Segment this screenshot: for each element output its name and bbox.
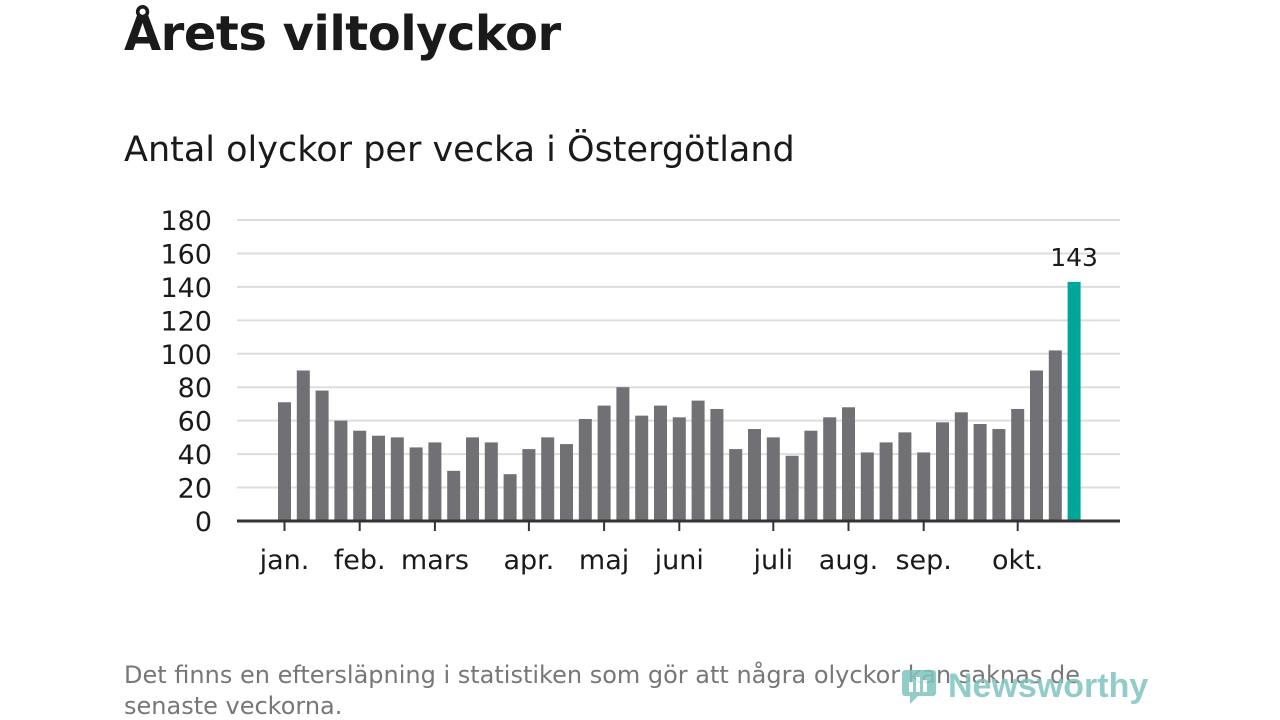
page-title: Årets viltolyckor [124, 6, 561, 62]
bar [729, 449, 743, 521]
bar [541, 437, 555, 521]
bar [860, 452, 874, 521]
bar [484, 442, 498, 521]
bar [353, 430, 367, 521]
y-tick-label: 120 [160, 306, 212, 337]
data-label: 143 [1050, 243, 1098, 272]
x-tick-label: juli [752, 545, 793, 576]
bar [823, 417, 837, 521]
y-tick-label: 40 [178, 440, 212, 471]
bar-highlight [1067, 281, 1081, 521]
x-tick-label: jan. [259, 545, 310, 576]
x-tick-label: aug. [819, 545, 878, 576]
y-tick-label: 100 [160, 340, 212, 371]
bar [616, 387, 630, 521]
bar [917, 452, 931, 521]
bar [578, 418, 592, 521]
bar [973, 424, 987, 521]
x-tick-label: feb. [334, 545, 386, 576]
y-tick-label: 0 [195, 507, 212, 538]
bar [1030, 370, 1043, 521]
bar [466, 437, 479, 521]
bar [278, 402, 291, 521]
y-tick-label: 60 [178, 407, 212, 438]
y-tick-label: 160 [160, 239, 212, 270]
x-tick-label: mars [401, 545, 469, 576]
bar [748, 429, 761, 521]
bar [372, 435, 385, 521]
x-tick-label: okt. [992, 545, 1043, 576]
newsworthy-logo-text: Newsworthy [948, 666, 1149, 705]
bar [992, 429, 1006, 521]
x-tick-label: maj [579, 545, 629, 576]
bar [898, 432, 912, 521]
bar [691, 400, 705, 521]
bar [390, 437, 404, 521]
newsworthy-logo-icon [902, 670, 936, 704]
bar [503, 474, 517, 521]
bar [710, 408, 724, 521]
bar [936, 422, 949, 521]
bar [447, 470, 461, 521]
x-tick-label: apr. [503, 545, 554, 576]
bar [315, 390, 329, 521]
newsworthy-logo: Newsworthy [900, 666, 1148, 706]
bar [635, 415, 649, 521]
x-tick-label: sep. [895, 545, 951, 576]
bar [296, 370, 310, 521]
bar [672, 417, 686, 521]
bar [597, 405, 611, 521]
chart-subtitle: Antal olyckor per vecka i Östergötland [124, 130, 795, 170]
y-tick-label: 20 [178, 474, 212, 505]
bar [409, 447, 423, 521]
y-tick-label: 80 [178, 373, 212, 404]
bar [804, 430, 818, 521]
bar [842, 407, 855, 521]
bar [428, 442, 442, 521]
bar [1011, 408, 1025, 521]
bar [522, 449, 536, 521]
bar [766, 437, 780, 521]
bar [954, 412, 968, 521]
x-tick-label: juni [654, 545, 704, 576]
bar [879, 442, 893, 521]
bar [560, 444, 573, 521]
bar [1048, 350, 1062, 521]
bar [334, 420, 348, 521]
y-tick-label: 180 [160, 206, 212, 237]
bar [654, 405, 667, 521]
y-tick-label: 140 [160, 273, 212, 304]
bar [785, 455, 799, 521]
